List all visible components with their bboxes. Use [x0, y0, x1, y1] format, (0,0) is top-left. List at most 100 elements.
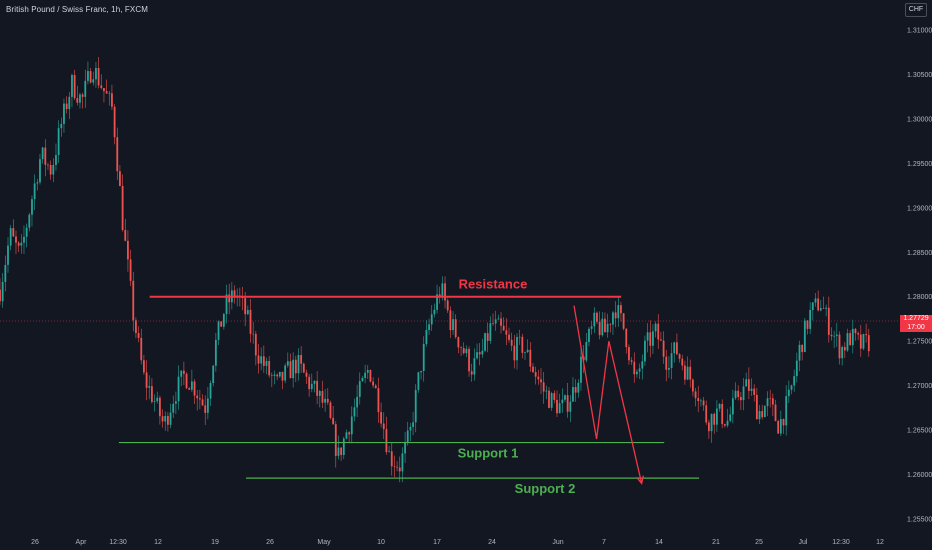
candle-body — [364, 372, 367, 378]
time-tick-label: 12:30 — [109, 539, 127, 546]
candle-body — [308, 376, 311, 390]
candle-body — [526, 349, 529, 353]
candle-body — [654, 323, 657, 332]
candle-body — [462, 348, 465, 354]
candle-body — [534, 372, 537, 377]
candle-body — [140, 337, 143, 361]
candle-body — [329, 402, 332, 418]
candle-body — [564, 395, 566, 400]
candle-body — [31, 199, 33, 215]
candle-body — [705, 405, 708, 423]
candle-body — [817, 298, 820, 311]
candle-body — [862, 334, 865, 349]
candle-body — [545, 390, 548, 392]
candle-body — [73, 74, 76, 99]
candle-body — [100, 85, 103, 89]
candle-body — [715, 408, 718, 425]
candle-body — [755, 394, 758, 420]
candle-body — [774, 404, 777, 421]
candle-body — [763, 406, 766, 418]
candle-body — [401, 453, 404, 472]
candle-body — [244, 298, 247, 315]
candle-body — [209, 382, 212, 399]
candle-body — [412, 422, 414, 427]
candle-body — [433, 309, 436, 315]
candle-body — [127, 240, 129, 260]
candle-body — [625, 328, 628, 348]
candle-body — [537, 376, 540, 380]
time-tick-label: 24 — [488, 539, 496, 546]
candle-body — [851, 328, 854, 346]
candle-body — [497, 318, 500, 320]
candle-body — [739, 396, 742, 401]
candle-body — [609, 323, 612, 325]
candle-body — [121, 185, 124, 230]
time-tick-label: 19 — [211, 539, 219, 546]
candle-body — [723, 424, 726, 426]
candle-body — [249, 309, 252, 334]
candle-body — [153, 401, 156, 402]
candle-body — [548, 390, 550, 408]
candle-body — [161, 416, 164, 422]
candle-body — [148, 386, 151, 388]
candle-body — [657, 323, 660, 340]
price-tick-label: 1.26000 — [907, 472, 932, 479]
candle-body — [276, 374, 279, 377]
price-axis[interactable]: 1.31000 1.30500 1.30000 1.29500 1.29000 1.285… — [907, 28, 932, 524]
candle-body — [41, 147, 44, 160]
price-tick-label: 1.25500 — [907, 517, 932, 524]
candle-body — [449, 310, 452, 331]
candle-body — [814, 298, 817, 303]
candle-body — [345, 432, 348, 439]
price-tick-label: 1.29000 — [907, 205, 932, 212]
candle-body — [849, 333, 852, 346]
candle-body — [633, 361, 636, 375]
candle-body — [553, 393, 556, 400]
price-tick-label: 1.29500 — [907, 161, 932, 168]
candle-body — [825, 307, 828, 309]
candle-body — [289, 361, 292, 379]
candle-body — [779, 419, 782, 434]
projection-arrowhead — [636, 475, 645, 485]
candle-body — [380, 412, 382, 424]
candle-body — [65, 103, 68, 110]
candle-body — [574, 387, 577, 393]
candle-body — [286, 361, 289, 366]
candle-body — [641, 361, 644, 369]
candle-body — [835, 334, 838, 336]
candle-body — [268, 360, 271, 376]
candle-body — [262, 356, 265, 366]
candle-body — [302, 363, 305, 373]
time-tick-label: 21 — [712, 539, 720, 546]
candle-body — [193, 381, 196, 396]
candle-body — [159, 397, 161, 417]
candle-body — [84, 80, 87, 97]
candle-body — [198, 398, 201, 400]
candle-body — [766, 398, 769, 407]
candle-body — [692, 379, 694, 392]
candle-body — [0, 289, 1, 302]
candle-body — [758, 411, 761, 420]
candle-body — [356, 396, 359, 408]
candle-body — [417, 372, 420, 390]
time-axis[interactable]: 26 Apr 12:30 12 19 26 May 10 17 24 Jun 7 14 21 25 Jul 12… — [31, 539, 884, 546]
candle-body — [438, 294, 441, 297]
candle-body — [87, 71, 89, 81]
candle-body — [803, 320, 806, 353]
candle-body — [441, 283, 444, 297]
candle-body — [388, 451, 390, 453]
candle-body — [446, 300, 449, 311]
candle-body — [558, 403, 561, 414]
projection-path — [573, 305, 643, 484]
candle-body — [753, 388, 756, 395]
candle-body — [177, 376, 180, 402]
currency-label[interactable]: CHF — [905, 3, 927, 17]
candle-body — [502, 325, 505, 331]
candle-body — [393, 466, 396, 467]
candle-body — [707, 422, 710, 432]
candle-body — [492, 323, 494, 324]
candle-body — [316, 380, 319, 396]
candle-body — [406, 430, 409, 443]
